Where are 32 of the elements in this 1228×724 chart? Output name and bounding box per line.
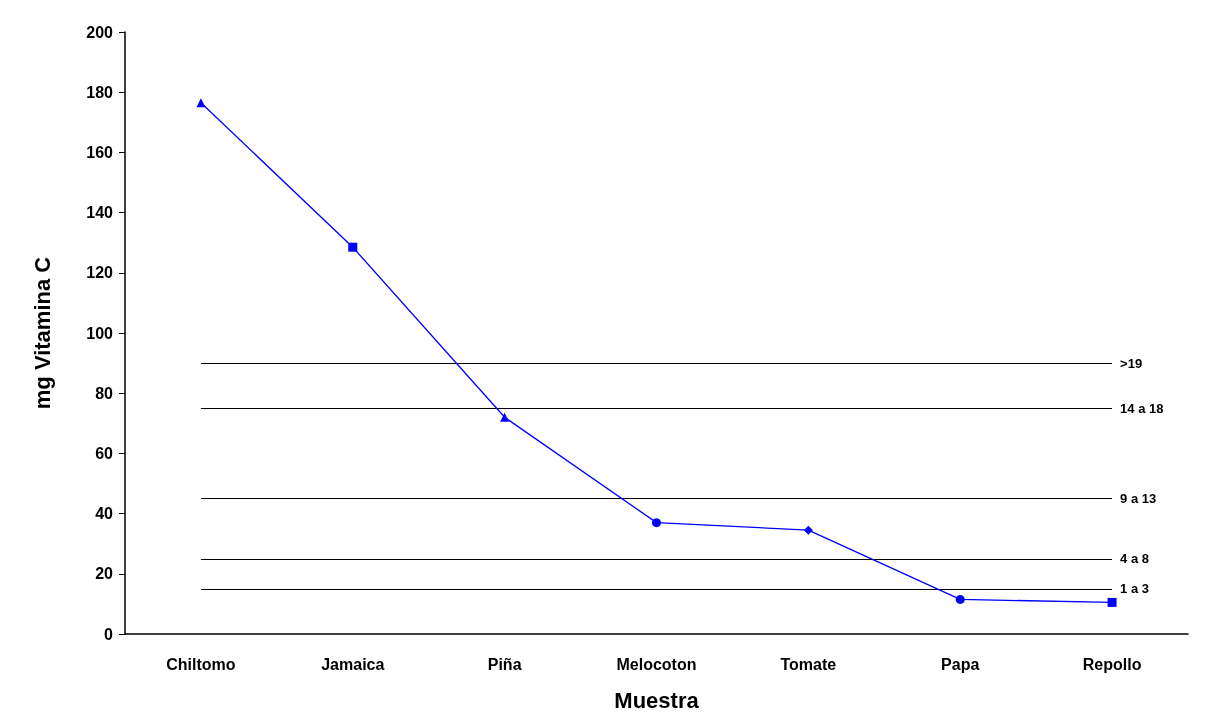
- x-tick-label: Jamaica: [321, 655, 385, 673]
- annotation: 4 a 8: [1120, 551, 1149, 567]
- x-tick-label: Repollo: [1082, 655, 1142, 673]
- x-axis-title: Muestra: [614, 687, 700, 713]
- y-tick-label: 60: [95, 444, 114, 462]
- point: [1107, 597, 1117, 607]
- point: [803, 525, 813, 535]
- x-tick-label: Papa: [941, 655, 980, 673]
- x-tick-label: Melocoton: [616, 655, 697, 673]
- y-tick-label: 200: [86, 23, 114, 41]
- x-tick-label: Chiltomo: [166, 655, 236, 673]
- annotation: 9 a 13: [1120, 491, 1157, 507]
- y-axis-title: mg Vitamina C: [29, 256, 55, 410]
- y-tick-label: 120: [86, 264, 114, 282]
- point: [196, 98, 206, 108]
- y-tick-label: 0: [104, 625, 114, 643]
- y-tick-label: 160: [86, 143, 114, 161]
- annotation: >19: [1120, 355, 1143, 371]
- y-tick-label: 40: [95, 505, 114, 523]
- y-tick-label: 80: [95, 384, 114, 402]
- point: [348, 242, 358, 252]
- annotation: 14 a 18: [1120, 400, 1164, 416]
- point: [500, 412, 510, 422]
- y-tick-label: 20: [95, 565, 114, 583]
- y-tick-label: 140: [86, 204, 114, 222]
- point: [652, 518, 661, 528]
- y-tick-label: 180: [86, 83, 114, 101]
- point: [955, 594, 965, 604]
- annotation: 1 a 3: [1120, 581, 1149, 597]
- y-tick-label: 100: [86, 324, 114, 342]
- x-tick-label: Tomate: [780, 655, 837, 673]
- x-tick-label: Piña: [487, 655, 522, 673]
